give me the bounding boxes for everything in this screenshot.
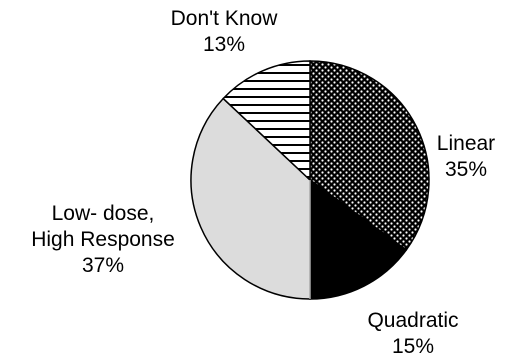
- pie-slice-low-dose: [190, 97, 311, 300]
- slice-label-linear: Linear 35%: [437, 132, 495, 181]
- slice-label-low-dose: Low- dose, High Response 37%: [31, 202, 175, 277]
- slice-percent: 15%: [392, 335, 434, 358]
- slice-name: Linear: [437, 132, 495, 155]
- slice-labels: Linear 35% Quadratic 15% Low- dose, High Resp…: [31, 7, 495, 358]
- slice-percent: 37%: [82, 254, 124, 277]
- slice-name: High Response: [31, 228, 175, 251]
- slice-label-don-t-know: Don't Know 13%: [171, 7, 279, 56]
- slice-percent: 13%: [203, 33, 245, 56]
- pie-slices: [190, 60, 430, 300]
- pie-slice-quadratic: [309, 178, 408, 300]
- slice-percent: 35%: [445, 158, 487, 181]
- slice-name: Low- dose,: [52, 202, 155, 225]
- slice-label-quadratic: Quadratic 15%: [367, 309, 458, 358]
- slice-name: Don't Know: [171, 7, 279, 30]
- pie-slice-don-t-know: [222, 60, 311, 182]
- pie-slice-linear: [309, 60, 430, 251]
- slice-name: Quadratic: [367, 309, 458, 332]
